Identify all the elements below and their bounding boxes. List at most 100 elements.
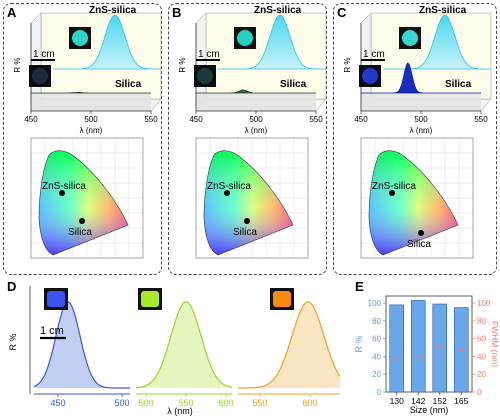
d-x-tick-label: 500 — [138, 398, 153, 408]
y-axis-label: R % — [13, 57, 22, 72]
cie-diagram: ZnS-silica Silica — [360, 137, 474, 259]
x-tick-label: 450 — [354, 115, 368, 124]
d-spectrum-line — [135, 301, 233, 389]
panel-label-B: B — [172, 5, 182, 20]
y-axis-label: R % — [343, 57, 352, 72]
inset-zns-silica-sample — [237, 30, 253, 46]
y-axis-label: R % — [178, 57, 187, 72]
e-right-tick-label: 100 — [477, 299, 491, 308]
x-tick-label: 550 — [144, 115, 158, 124]
spectra-3d: 450 500 550 λ (nm) R % ZnS-silica Silica 1 cm — [13, 5, 162, 135]
panel-C-figure: 450 500 550 λ (nm) R % ZnS-silica Silica 1 cm Zn… — [343, 5, 492, 259]
zns-silica-point — [59, 190, 65, 196]
e-x-tick-label: 165 — [454, 396, 468, 406]
e-bar — [389, 304, 405, 393]
d-ylabel: R % — [8, 333, 18, 350]
d-xlabel: λ (nm) — [167, 406, 193, 416]
e-right-tick-label: 40 — [477, 352, 486, 361]
x-tick-label: 500 — [249, 115, 263, 124]
d-x-tick-label: 450 — [50, 398, 65, 408]
inset-zns-silica-sample — [72, 30, 88, 46]
panel-label-D: D — [7, 279, 17, 294]
panel-d-chart: R % 450 500 500 550 600 550 600 1 cm λ (nm) — [8, 286, 341, 416]
e-left-tick-label: 40 — [372, 352, 381, 361]
d-spectrum-fill — [238, 302, 340, 388]
spectra-3d: 450 500 550 λ (nm) R % ZnS-silica Silica 1 cm — [343, 5, 492, 135]
e-left-tick-label: 80 — [372, 317, 381, 326]
panel-B — [168, 3, 327, 275]
e-left-tick-label: 20 — [372, 370, 381, 379]
d-spectrum-line — [238, 301, 341, 389]
e-right-tick-label: 20 — [477, 370, 486, 379]
zns-silica-curve — [53, 14, 161, 70]
e-x-tick-label: 152 — [433, 396, 447, 406]
e-left-tick-label: 60 — [372, 335, 381, 344]
e-plot-frame — [385, 295, 473, 393]
zns-silica-curve — [383, 14, 491, 70]
silica-label: Silica — [115, 79, 142, 90]
scale-bar-label: 1 cm — [363, 49, 385, 60]
cie-silica-label: Silica — [233, 227, 257, 238]
cie-zns-silica-label: ZnS-silica — [372, 181, 416, 192]
cie-gamut-shade — [38, 150, 129, 256]
d-x-tick-label: 600 — [302, 398, 317, 408]
inset-zns-silica-sample — [402, 30, 418, 46]
cie-silica-label: Silica — [68, 227, 92, 238]
panel-label-A: A — [7, 5, 17, 20]
d-segment-3: 550 600 — [238, 288, 341, 408]
d-scale-bar-label: 1 cm — [40, 325, 64, 337]
e-x-tick-label: 142 — [411, 396, 425, 406]
panel-A-figure: 450 500 550 λ (nm) R % ZnS-silica Silica 1 cm Zn… — [13, 5, 162, 259]
e-fwhm-point — [438, 345, 442, 349]
panel-C — [333, 3, 497, 275]
silica-band — [361, 93, 481, 111]
scale-bar-label: 1 cm — [33, 49, 55, 60]
silica-label: Silica — [445, 79, 472, 90]
x-tick-label: 450 — [189, 115, 203, 124]
d-spectrum-line — [33, 301, 130, 389]
e-left-tick-label: 100 — [368, 299, 382, 308]
panel-A — [3, 3, 162, 275]
e-fwhm-point — [395, 358, 399, 362]
d-inset-sample — [141, 291, 159, 307]
x-tick-label: 550 — [474, 115, 488, 124]
e-bar — [410, 300, 426, 393]
e-fwhm-point — [459, 348, 463, 352]
silica-point — [79, 218, 85, 224]
panel-label-C: C — [337, 5, 347, 20]
e-left-tick-label: 0 — [377, 388, 382, 397]
x-tick-label: 500 — [414, 115, 428, 124]
inset-silica-sample — [362, 68, 378, 84]
x-tick-label: 500 — [84, 115, 98, 124]
silica-band — [31, 93, 151, 111]
cie-silica-label: Silica — [407, 239, 431, 250]
e-xlabel: Size (nm) — [410, 405, 449, 415]
x-axis-label: λ (nm) — [80, 126, 103, 135]
zns-silica-point — [389, 190, 395, 196]
silica-band — [196, 93, 316, 111]
d-spectrum-fill — [136, 302, 232, 388]
x-tick-label: 550 — [309, 115, 323, 124]
silica-curve — [361, 62, 481, 94]
e-ylabel-left: R % — [354, 335, 364, 352]
d-x-tick-label: 500 — [114, 398, 129, 408]
e-right-tick-label: 0 — [477, 388, 482, 397]
d-x-tick-label: 550 — [178, 398, 193, 408]
d-segment-1: 450 500 — [33, 288, 130, 408]
silica-label: Silica — [280, 79, 307, 90]
inset-silica-sample — [197, 68, 213, 84]
cie-diagram: ZnS-silica Silica — [30, 137, 144, 259]
d-inset-sample — [47, 291, 65, 307]
zns-silica-label: ZnS-silica — [254, 5, 302, 16]
x-axis-label: λ (nm) — [245, 126, 268, 135]
silica-point — [244, 218, 250, 224]
d-inset-sample — [273, 291, 291, 307]
silica-curve — [31, 92, 151, 94]
silica-point — [418, 230, 424, 236]
d-segment-2: 500 550 600 — [135, 288, 234, 408]
inset-silica-sample — [32, 68, 48, 84]
cie-gamut-shade — [203, 150, 294, 256]
zns-silica-label: ZnS-silica — [419, 5, 467, 16]
cie-zns-silica-label: ZnS-silica — [42, 181, 86, 192]
x-axis-label: λ (nm) — [410, 126, 433, 135]
